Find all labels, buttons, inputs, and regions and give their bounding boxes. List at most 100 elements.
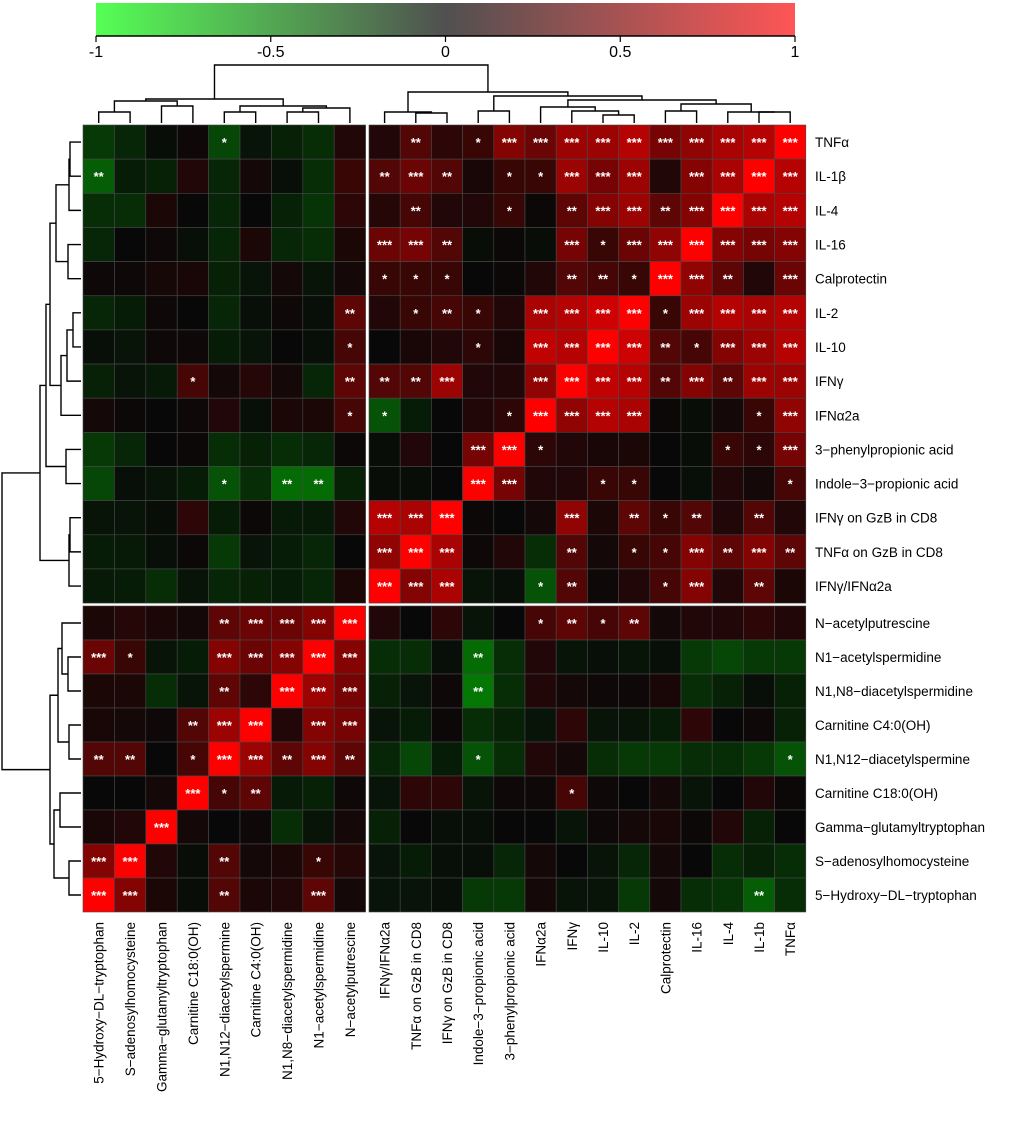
heatmap-cell (399, 432, 432, 467)
significance-label: * (663, 306, 669, 321)
heatmap-cell (368, 775, 401, 811)
heatmap-cell (431, 639, 463, 675)
dendrogram-branch (55, 184, 69, 263)
row-label: N1,N8−diacetylspermidine (815, 684, 973, 699)
significance-label: *** (533, 340, 549, 355)
dendrogram-branch (407, 91, 569, 112)
row-dendrogram (1, 141, 81, 896)
column-label: Carnitine C18:0(OH) (186, 922, 201, 1045)
heatmap-cell (208, 639, 241, 675)
heatmap-cell (176, 295, 209, 331)
column-label: N1−acetylspermidine (312, 922, 327, 1048)
heatmap-cell (82, 707, 115, 743)
row-label: IL-4 (815, 203, 839, 218)
significance-label: *** (658, 272, 674, 287)
heatmap-cell (333, 432, 366, 467)
significance-label: ** (567, 272, 578, 287)
significance-label: * (382, 408, 388, 423)
significance-label: *** (627, 374, 643, 389)
significance-label: ** (345, 752, 356, 767)
significance-label: *** (311, 616, 327, 631)
column-dendrogram (98, 64, 791, 123)
dendrogram-branch (69, 141, 81, 177)
heatmap-cell (431, 775, 463, 811)
significance-label: *** (564, 408, 580, 423)
column-label: TNFα (783, 922, 798, 956)
significance-label: *** (408, 238, 424, 253)
heatmap-cell (208, 295, 241, 331)
row-label: N−acetylputrescine (815, 616, 930, 631)
heatmap-cell (239, 397, 272, 433)
heatmap-cell (462, 843, 495, 879)
significance-label: *** (377, 238, 393, 253)
significance-label: ** (629, 616, 640, 631)
heatmap-cell (711, 397, 744, 433)
colorbar-tick-label: 0.5 (609, 44, 631, 61)
heatmap-cell (302, 124, 335, 160)
heatmap-cell (208, 227, 241, 262)
heatmap-cell (114, 568, 147, 604)
heatmap-cell (208, 500, 241, 536)
heatmap-cell (462, 227, 495, 262)
significance-label: *** (689, 169, 705, 184)
heatmap-cell (462, 329, 495, 365)
heatmap-cell (680, 295, 713, 331)
heatmap-cell (271, 193, 304, 228)
row-label: Calprotectin (815, 272, 887, 287)
heatmap-cell (743, 124, 775, 160)
heatmap-cell (399, 227, 432, 262)
colorbar-tick-label: -1 (89, 44, 103, 61)
significance-label: *** (783, 203, 799, 218)
heatmap-cell (774, 877, 807, 913)
heatmap-cell (493, 261, 526, 297)
heatmap-cell (333, 534, 366, 570)
heatmap-cell (493, 227, 526, 262)
heatmap-cell (555, 329, 588, 365)
heatmap-cell (649, 363, 682, 399)
heatmap-cell (302, 329, 335, 365)
significance-label: *** (627, 169, 643, 184)
dendrogram-branch (68, 158, 81, 212)
heatmap-cell (333, 261, 366, 297)
heatmap-cell (649, 500, 682, 536)
heatmap-cell (239, 466, 272, 501)
heatmap-cell (399, 605, 432, 641)
heatmap-cell (399, 466, 432, 501)
heatmap-cell (208, 363, 241, 399)
dendrogram-branch (67, 243, 81, 280)
heatmap-cell (524, 534, 557, 570)
significance-label: * (725, 442, 731, 457)
heatmap-cell (333, 124, 366, 160)
heatmap-cell (114, 809, 147, 845)
heatmap-cell (208, 568, 241, 604)
heatmap-cell (239, 432, 272, 467)
significance-label: * (756, 408, 762, 423)
dendrogram-branch (664, 110, 698, 123)
row-label: IL-1β (815, 169, 846, 184)
heatmap-cell (208, 261, 241, 297)
heatmap-cell (114, 158, 147, 194)
row-label: IL-16 (815, 238, 846, 253)
heatmap-cell (368, 397, 401, 433)
heatmap-cell (399, 639, 432, 675)
heatmap-cell (774, 605, 807, 641)
heatmap-cell (208, 158, 241, 194)
significance-label: *** (342, 684, 358, 699)
significance-label: *** (342, 616, 358, 631)
heatmap-cell (711, 639, 744, 675)
heatmap-cell (493, 500, 526, 536)
heatmap-cell (524, 605, 557, 641)
heatmap-cell (239, 809, 272, 845)
significance-label: *** (689, 306, 705, 321)
dendrogram-branch (68, 860, 81, 896)
significance-label: * (632, 272, 638, 287)
significance-label: ** (567, 579, 578, 594)
heatmap-cell (524, 673, 557, 709)
heatmap-cell (368, 329, 401, 365)
heatmap-cell (649, 261, 682, 297)
heatmap-cell (145, 500, 178, 536)
heatmap-cell (399, 261, 432, 297)
heatmap-cell (743, 397, 775, 433)
heatmap-cell (462, 568, 495, 604)
heatmap-cell (333, 158, 366, 194)
